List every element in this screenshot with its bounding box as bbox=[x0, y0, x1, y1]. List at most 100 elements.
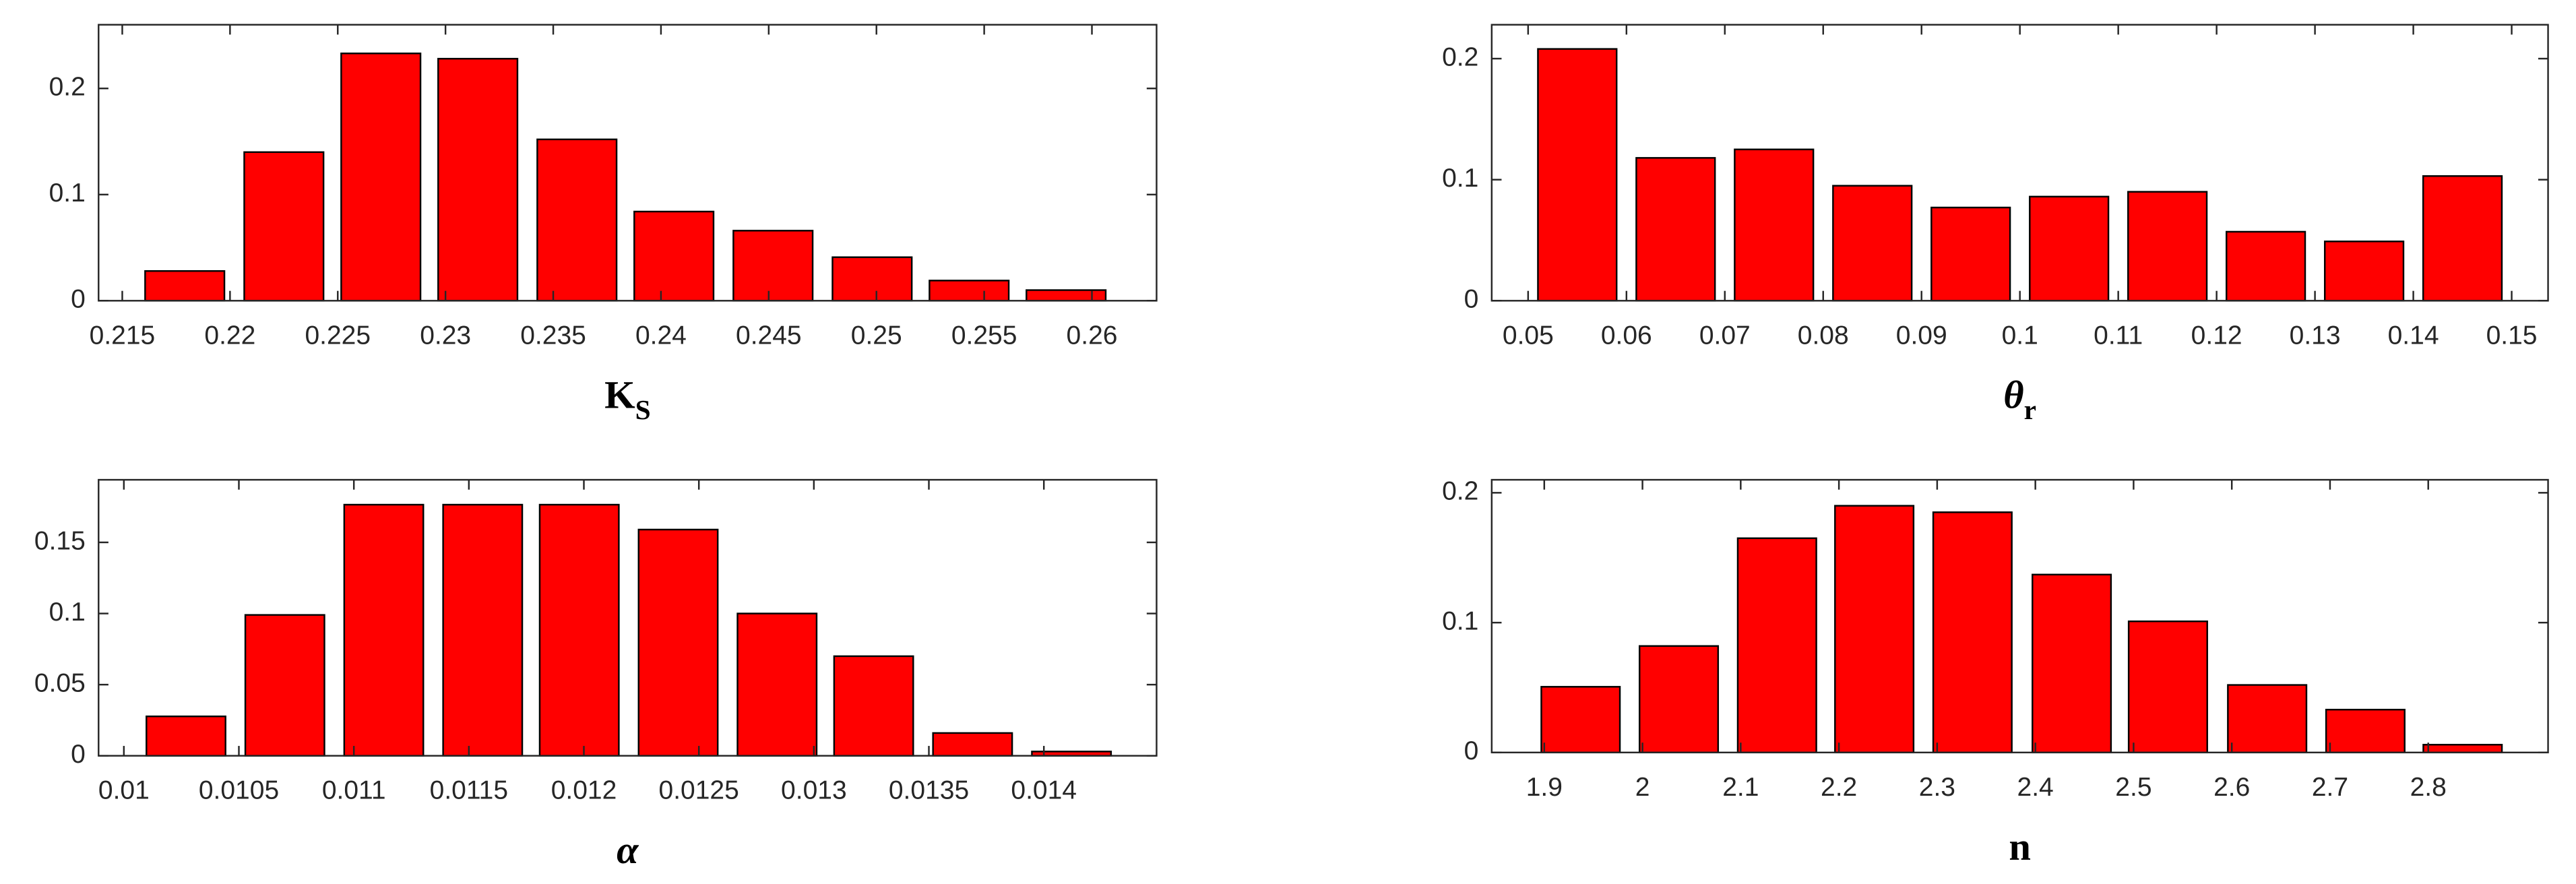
bar bbox=[343, 503, 425, 757]
y-tick-label: 0.15 bbox=[34, 526, 86, 555]
x-axis-label-text: n bbox=[2009, 825, 2031, 869]
bar bbox=[144, 270, 226, 302]
x-tick-label: 0.14 bbox=[2388, 321, 2439, 350]
x-tick-label: 0.1 bbox=[2002, 321, 2038, 350]
bar bbox=[1832, 185, 1913, 302]
bar bbox=[2029, 195, 2110, 302]
x-tick-label: 1.9 bbox=[1526, 773, 1563, 802]
bar bbox=[637, 528, 719, 757]
x-tick-label: 0.22 bbox=[204, 321, 255, 350]
x-axis-label-text: K bbox=[604, 373, 635, 417]
bar bbox=[437, 57, 519, 302]
x-tick-label: 0.26 bbox=[1067, 321, 1118, 350]
x-tick-label: 0.255 bbox=[951, 321, 1017, 350]
axes-box bbox=[98, 24, 1158, 302]
bar bbox=[1537, 48, 1618, 302]
subplot: 0 0.1 0.2 1.9 2 2.1 2.2 2.3 2.4 2.5 2.6 2.7 2.8 n bbox=[1442, 477, 2549, 869]
x-tick-label: 0.12 bbox=[2191, 321, 2242, 350]
bar bbox=[442, 503, 524, 757]
x-tick-label: 0.01 bbox=[98, 776, 150, 805]
x-tick-label: 0.0125 bbox=[659, 776, 739, 805]
x-tick-label: 0.215 bbox=[90, 321, 156, 350]
x-axis-label-text: α bbox=[617, 828, 639, 872]
bar bbox=[1638, 645, 1720, 754]
x-tick-label: 0.225 bbox=[305, 321, 371, 350]
x-tick-label: 2.6 bbox=[2213, 773, 2250, 802]
x-axis-label-subscript: r bbox=[2024, 394, 2036, 425]
bar bbox=[633, 210, 715, 302]
bar bbox=[2422, 175, 2503, 302]
x-tick-label: 0.25 bbox=[851, 321, 902, 350]
x-tick-label: 0.08 bbox=[1798, 321, 1849, 350]
x-tick-label: 0.245 bbox=[736, 321, 802, 350]
x-tick-label: 2.2 bbox=[1821, 773, 1857, 802]
y-tick-label: 0 bbox=[1464, 285, 1479, 314]
bar bbox=[2323, 241, 2405, 302]
bar bbox=[1734, 148, 1815, 302]
bar bbox=[736, 612, 818, 757]
x-tick-label: 0.09 bbox=[1896, 321, 1947, 350]
x-tick-label: 2.5 bbox=[2115, 773, 2151, 802]
bar bbox=[2422, 744, 2503, 754]
x-tick-label: 2.3 bbox=[1919, 773, 1955, 802]
x-tick-label: 2.7 bbox=[2312, 773, 2348, 802]
bar bbox=[932, 732, 1013, 757]
x-tick-label: 0.235 bbox=[520, 321, 586, 350]
subplot: 0 0.1 0.2 0.215 0.22 0.225 0.23 0.235 0.24 0.245 0… bbox=[49, 24, 1158, 425]
bar bbox=[538, 503, 620, 757]
x-tick-label: 2.4 bbox=[2017, 773, 2054, 802]
y-tick-label: 0 bbox=[1464, 736, 1479, 765]
y-tick-label: 0.2 bbox=[1442, 477, 1478, 506]
x-tick-label: 2 bbox=[1635, 773, 1650, 802]
x-tick-label: 0.013 bbox=[781, 776, 847, 805]
x-tick-label: 0.0105 bbox=[199, 776, 279, 805]
x-tick-label: 0.15 bbox=[2486, 321, 2538, 350]
bar bbox=[2227, 684, 2308, 754]
bar bbox=[243, 151, 325, 302]
x-tick-label: 0.07 bbox=[1699, 321, 1751, 350]
y-tick-label: 0.1 bbox=[1442, 164, 1478, 193]
x-tick-label: 0.06 bbox=[1601, 321, 1652, 350]
x-tick-label: 0.11 bbox=[2094, 321, 2143, 350]
subplot: 0 0.1 0.2 0.05 0.06 0.07 0.08 0.09 0.1 0.11 0.12 0.… bbox=[1442, 24, 2549, 425]
x-axis-label-subscript: S bbox=[635, 394, 651, 425]
y-tick-label: 0.05 bbox=[34, 668, 86, 697]
bar bbox=[146, 715, 226, 757]
bar bbox=[2127, 191, 2208, 302]
x-tick-label: 0.0135 bbox=[889, 776, 969, 805]
bar bbox=[2325, 708, 2406, 754]
bar bbox=[2127, 620, 2208, 754]
bar bbox=[831, 256, 913, 302]
x-axis-label: n bbox=[2009, 825, 2031, 869]
x-tick-label: 0.012 bbox=[551, 776, 617, 805]
x-tick-label: 2.1 bbox=[1722, 773, 1759, 802]
x-tick-label: 0.011 bbox=[322, 776, 386, 805]
bar bbox=[1635, 157, 1716, 302]
x-tick-label: 2.8 bbox=[2410, 773, 2447, 802]
subplot: 0 0.05 0.1 0.15 0.01 0.0105 0.011 0.0115 0.012 0.… bbox=[34, 478, 1158, 872]
x-axis-label: α bbox=[617, 828, 639, 872]
axes-box bbox=[98, 478, 1158, 757]
x-axis-label: KS bbox=[604, 373, 651, 425]
bar bbox=[1932, 511, 2013, 754]
bar bbox=[1026, 289, 1107, 302]
bar bbox=[1736, 537, 1817, 754]
bar bbox=[2226, 230, 2306, 302]
y-tick-label: 0.1 bbox=[1442, 606, 1478, 635]
bar bbox=[340, 53, 422, 302]
x-tick-label: 0.014 bbox=[1011, 776, 1077, 805]
bar bbox=[1834, 505, 1915, 754]
bar bbox=[732, 230, 814, 302]
x-tick-label: 0.0115 bbox=[430, 776, 508, 805]
y-tick-label: 0.1 bbox=[49, 179, 86, 208]
y-tick-label: 0.2 bbox=[49, 73, 86, 102]
x-axis-label: θr bbox=[2003, 373, 2036, 425]
x-axis-label-text: θ bbox=[2003, 373, 2023, 417]
y-tick-label: 0.1 bbox=[49, 598, 86, 627]
x-tick-label: 0.13 bbox=[2290, 321, 2341, 350]
y-tick-label: 0 bbox=[71, 740, 86, 769]
bar bbox=[1930, 206, 2011, 302]
x-tick-label: 0.24 bbox=[635, 321, 687, 350]
bar bbox=[2032, 573, 2112, 754]
